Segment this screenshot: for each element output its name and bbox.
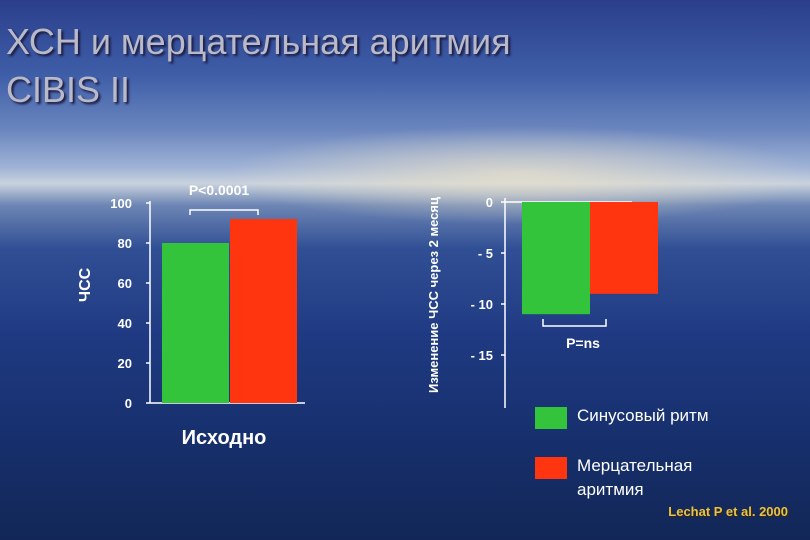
chart1-significance-bracket xyxy=(189,209,259,215)
chart1-category-label: Исходно xyxy=(182,427,267,449)
citation: Lechat P et al. 2000 xyxy=(668,504,788,519)
chart2-p-value: P=ns xyxy=(566,335,600,351)
chart2-y-tick-label: - 10 xyxy=(471,297,493,312)
legend-item-sinus: Синусовый ритм xyxy=(535,404,757,429)
slide-title: ХСН и мерцательная аритмия CIBIS II xyxy=(6,18,511,114)
chart2-y-tick-label: - 15 xyxy=(471,348,493,363)
chart2-y-axis-label: Изменение ЧСС через 2 месяц xyxy=(426,197,441,393)
chart1-y-tick-label: 40 xyxy=(118,316,132,331)
chart1-p-value: P<0.0001 xyxy=(189,182,250,198)
title-line-2: CIBIS II xyxy=(6,69,131,110)
chart1-bar-af xyxy=(230,219,297,403)
chart1-bar-sinus xyxy=(162,243,229,403)
chart2-bar-sinus xyxy=(522,202,590,315)
chart2-y-tick-label: 0 xyxy=(486,195,493,210)
chart2-y-tick-label: - 5 xyxy=(478,246,493,261)
chart1-y-tick-label: 20 xyxy=(118,356,132,371)
chart1-y-tick-label: 60 xyxy=(118,276,132,291)
legend-swatch-af xyxy=(535,457,567,479)
legend-label-sinus: Синусовый ритм xyxy=(577,406,709,425)
chart1-y-tick-label: 0 xyxy=(125,396,132,411)
chart1-y-tick-label: 100 xyxy=(110,196,132,211)
legend-swatch-sinus xyxy=(535,407,567,429)
legend-label-af: Мерцательная аритмия xyxy=(577,456,693,499)
title-line-1: ХСН и мерцательная аритмия xyxy=(6,21,511,62)
chart2-bar-af xyxy=(590,202,658,294)
legend-item-af: Мерцательная аритмия xyxy=(535,454,757,502)
chart1-y-tick-label: 80 xyxy=(118,236,132,251)
chart1-y-axis-label: ЧСС xyxy=(77,267,94,302)
chart2-significance-bracket xyxy=(542,319,607,327)
